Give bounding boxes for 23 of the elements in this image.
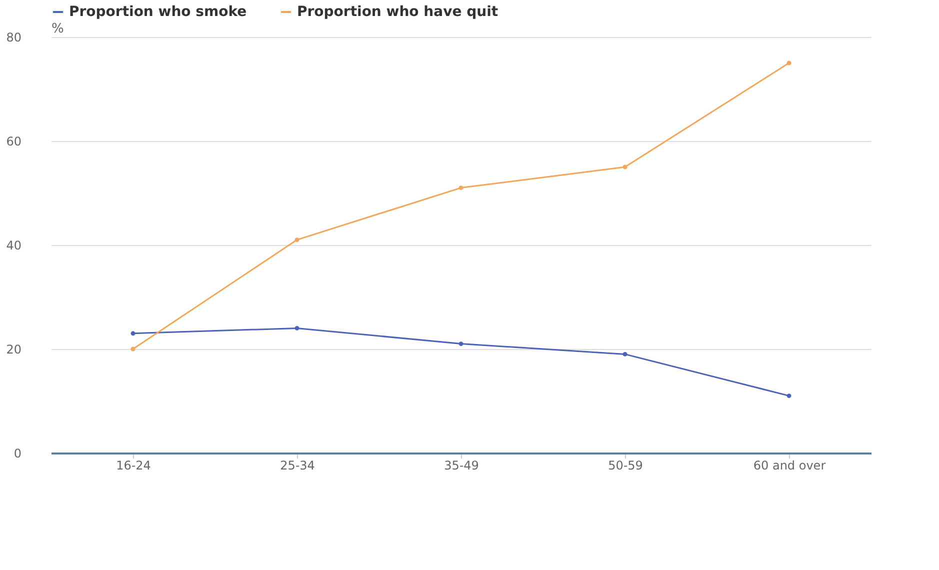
x-tick-label: 50-59 xyxy=(608,458,643,472)
point xyxy=(294,238,300,242)
y-tick-label: 0 xyxy=(14,446,22,460)
x-tick-label: 25-34 xyxy=(280,458,315,472)
legend-label: Proportion who have quit xyxy=(297,4,498,20)
x-tick-label: 35-49 xyxy=(444,458,479,472)
point xyxy=(130,331,136,336)
y-tick-label: 40 xyxy=(6,238,22,252)
point xyxy=(622,164,628,170)
point xyxy=(458,342,464,346)
y-axis-title: % xyxy=(52,22,64,36)
legend-label: Proportion who smoke xyxy=(69,4,247,20)
y-tick-label: 60 xyxy=(6,134,22,148)
y-tick-label: 20 xyxy=(6,342,22,356)
point xyxy=(294,326,300,330)
point xyxy=(786,60,792,66)
point xyxy=(458,186,464,190)
point xyxy=(786,394,792,398)
point xyxy=(130,346,136,352)
x-tick-label: 16-24 xyxy=(116,458,151,472)
x-tick-label: 60 and over xyxy=(753,458,826,472)
y-tick-label: 80 xyxy=(6,30,22,44)
point xyxy=(622,352,628,356)
